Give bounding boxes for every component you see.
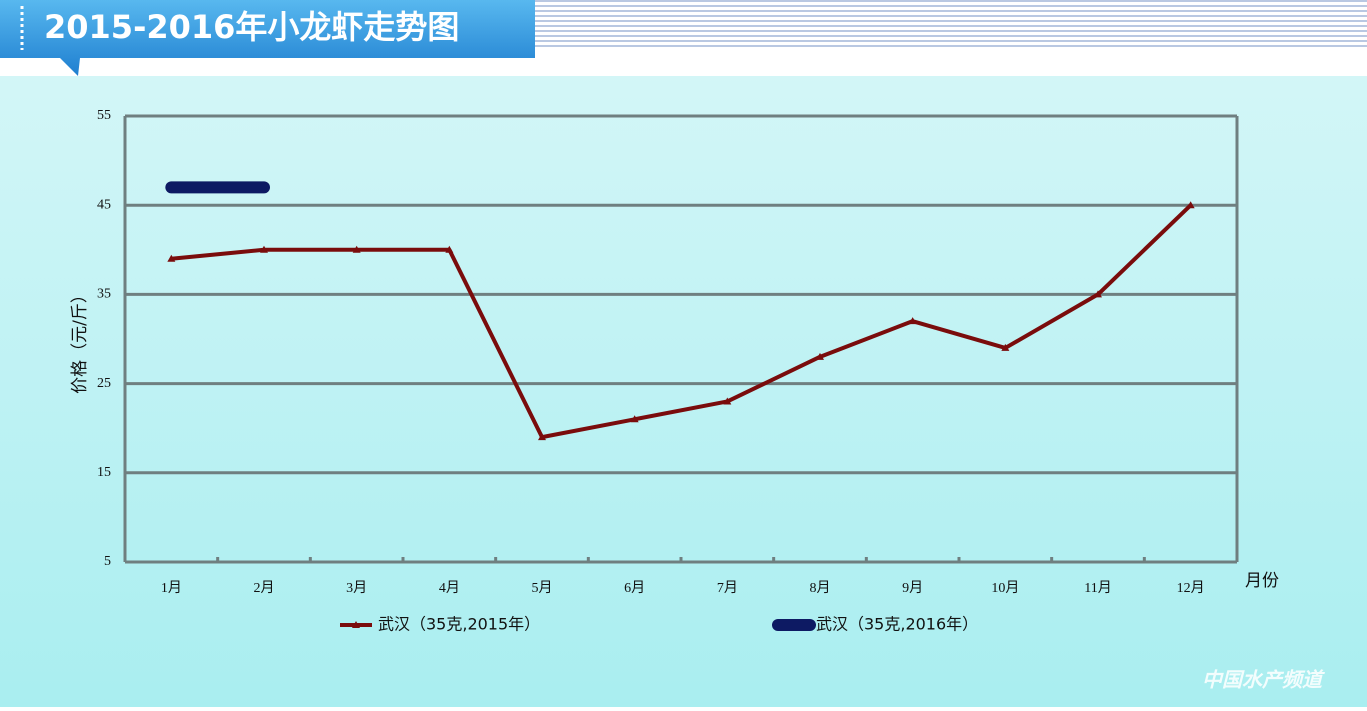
x-tick-label: 2月 xyxy=(254,580,275,596)
point-marker xyxy=(723,397,732,405)
y-tick-label: 25 xyxy=(97,376,111,391)
x-tick-label: 9月 xyxy=(902,580,923,596)
y-tick-label: 5 xyxy=(104,554,111,569)
series-line xyxy=(171,203,1193,440)
watermark: 中国水产频道 xyxy=(1202,668,1325,692)
point-marker xyxy=(352,245,361,253)
point-marker xyxy=(1186,201,1195,209)
x-tick-label: 5月 xyxy=(532,580,553,596)
legend-label: 武汉（35克,2015年） xyxy=(378,615,540,634)
y-axis-label: 价格（元/斤） xyxy=(70,286,90,394)
x-tick-label: 1月 xyxy=(161,580,182,596)
y-tick-label: 55 xyxy=(97,108,111,123)
point-marker xyxy=(538,433,546,441)
x-tick-label: 6月 xyxy=(624,580,645,596)
point-marker xyxy=(816,352,824,360)
legend-marker xyxy=(352,621,360,628)
x-tick-label: 12月 xyxy=(1177,580,1205,596)
point-marker xyxy=(445,245,454,253)
y-tick-label: 15 xyxy=(97,465,111,480)
point-marker xyxy=(167,254,176,262)
title-banner xyxy=(0,0,535,76)
chart-title: 2015-2016年小龙虾走势图 xyxy=(44,8,459,46)
header-stripes xyxy=(535,0,1367,48)
point-marker xyxy=(1094,290,1102,298)
point-marker xyxy=(908,317,917,325)
y-tick-label: 35 xyxy=(97,287,111,302)
x-tick-label: 11月 xyxy=(1084,580,1111,596)
point-marker xyxy=(260,245,268,253)
x-tick-label: 10月 xyxy=(991,580,1019,596)
x-tick-label: 3月 xyxy=(346,580,367,596)
x-axis-label: 月份 xyxy=(1245,571,1279,591)
point-marker xyxy=(630,415,639,423)
legend-label: 武汉（35克,2016年） xyxy=(816,615,978,634)
y-tick-label: 45 xyxy=(97,197,111,212)
x-tick-label: 4月 xyxy=(439,580,460,596)
x-tick-label: 7月 xyxy=(717,580,738,596)
x-tick-label: 8月 xyxy=(810,580,831,596)
point-marker xyxy=(1001,343,1010,351)
